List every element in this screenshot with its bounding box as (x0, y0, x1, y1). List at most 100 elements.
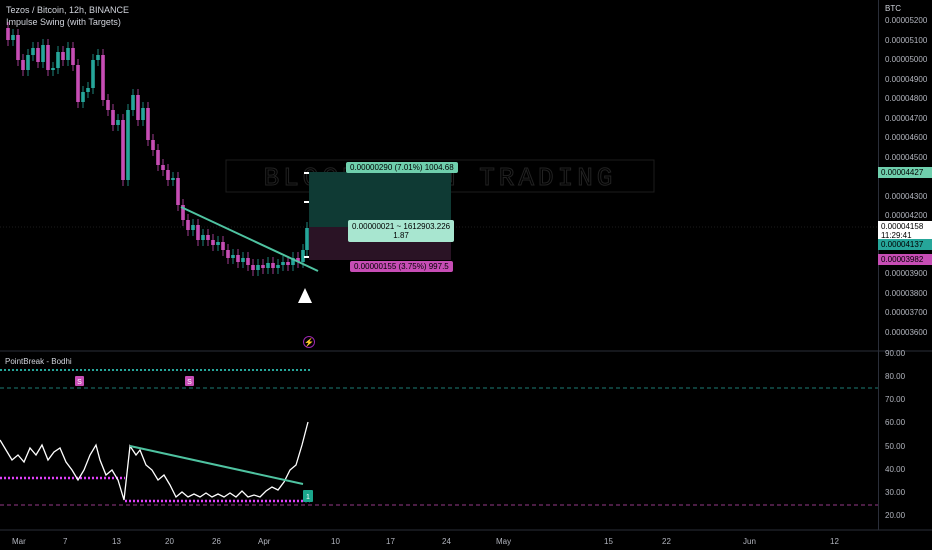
price-tick: 0.00005200 (885, 16, 928, 25)
stop-label[interactable]: 0.00000155 (3.75%) 997.5 (350, 261, 453, 272)
price-axis[interactable] (878, 0, 932, 530)
time-tick: Mar (12, 537, 26, 546)
time-tick: Jun (743, 537, 756, 546)
candle-body (286, 262, 290, 265)
target-zone (309, 172, 451, 227)
risk-reward-label[interactable]: 0.00000021 ~ 1612903.226 1.87 (348, 220, 455, 242)
candle-body (171, 178, 175, 180)
sell-marker-1-label: S (77, 379, 82, 386)
candle-body (136, 95, 140, 120)
stop-dash (304, 256, 309, 258)
candle-body (181, 205, 185, 220)
candle-body (106, 100, 110, 110)
candle-body (61, 52, 65, 60)
candle-body (36, 48, 40, 62)
candle-body (226, 250, 230, 258)
chart-title: Tezos / Bitcoin, 12h, BINANCE (6, 5, 130, 15)
candle-body (151, 140, 155, 150)
currency-unit: BTC (885, 4, 901, 13)
risk-reward-line1: 0.00000021 ~ 1612903.226 (352, 222, 451, 231)
entry-dash (304, 201, 309, 203)
candle-body (256, 265, 260, 270)
candle-body (211, 240, 215, 245)
break-badge-label: 1 (306, 494, 310, 501)
oscillator-tick: 50.00 (885, 442, 906, 451)
oscillator-tick: 80.00 (885, 372, 906, 381)
time-tick: 7 (63, 537, 68, 546)
candle-body (166, 170, 170, 180)
price-tick: 0.00005000 (885, 55, 928, 64)
oscillator-name[interactable]: PointBreak - Bodhi (5, 357, 72, 366)
lightning-icon (303, 336, 315, 348)
candle-body (196, 225, 200, 240)
candle-body (126, 110, 130, 180)
candle-body (81, 92, 85, 102)
candle-body (21, 60, 25, 70)
candle-body (16, 35, 20, 60)
current-price: 0.00004158 (881, 222, 924, 231)
candle-body (271, 263, 275, 268)
candle-body (291, 258, 295, 265)
candle-body (201, 235, 205, 240)
current-price-label: 0.00004158 11:29:41 (878, 221, 932, 241)
time-tick: 26 (212, 537, 221, 546)
candle-body (146, 108, 150, 140)
oscillator-tick: 70.00 (885, 395, 906, 404)
sell-marker-2-label: S (187, 379, 192, 386)
candle-body (281, 262, 285, 265)
candle-body (231, 255, 235, 258)
candle-body (161, 165, 165, 170)
target-label[interactable]: 0.00000290 (7.01%) 1004.68 (346, 162, 458, 173)
time-tick: Apr (258, 537, 271, 546)
candle-body (296, 258, 300, 262)
candle-body (276, 265, 280, 268)
candle-body (261, 265, 265, 268)
oscillator-tick: 30.00 (885, 488, 906, 497)
candle-body (51, 68, 55, 70)
price-tick: 0.00003900 (885, 269, 928, 278)
stop-price-label: 0.00003982 (878, 254, 932, 265)
candles (6, 22, 309, 276)
oscillator-tick: 40.00 (885, 465, 906, 474)
target-dash (304, 172, 309, 174)
candle-body (236, 255, 240, 262)
price-trendline (180, 206, 319, 272)
candle-body (305, 228, 309, 250)
price-tick: 0.00004900 (885, 75, 928, 84)
candle-body (206, 235, 210, 240)
candle-body (216, 242, 220, 245)
oscillator-line (0, 421, 309, 501)
candle-body (156, 150, 160, 165)
candle-body (141, 108, 145, 120)
oscillator-tick: 20.00 (885, 511, 906, 520)
price-tick: 0.00004500 (885, 153, 928, 162)
candle-body (176, 178, 180, 205)
candle-body (31, 48, 35, 55)
price-tick: 0.00004200 (885, 211, 928, 220)
price-tick: 0.00004700 (885, 114, 928, 123)
price-tick: 0.00003700 (885, 308, 928, 317)
oscillator-trendline (129, 445, 304, 485)
candle-body (91, 60, 95, 88)
candle-body (101, 55, 105, 100)
buy-signal-icon (298, 288, 312, 303)
risk-reward-line2: 1.87 (393, 231, 409, 240)
candle-body (41, 45, 45, 62)
candle-body (191, 225, 195, 230)
time-tick: 17 (386, 537, 395, 546)
candle-body (46, 45, 50, 70)
candle-body (96, 55, 100, 60)
indicator-label[interactable]: Impulse Swing (with Targets) (6, 17, 121, 27)
price-tick: 0.00004300 (885, 192, 928, 201)
time-tick: May (496, 537, 512, 546)
candle-body (11, 35, 15, 40)
candle-body (246, 258, 250, 265)
time-tick: 15 (604, 537, 613, 546)
time-tick: 10 (331, 537, 340, 546)
candle-body (121, 120, 125, 180)
price-tick: 0.00004600 (885, 133, 928, 142)
candle-body (56, 52, 60, 68)
candle-body (266, 263, 270, 268)
candle-body (186, 220, 190, 230)
